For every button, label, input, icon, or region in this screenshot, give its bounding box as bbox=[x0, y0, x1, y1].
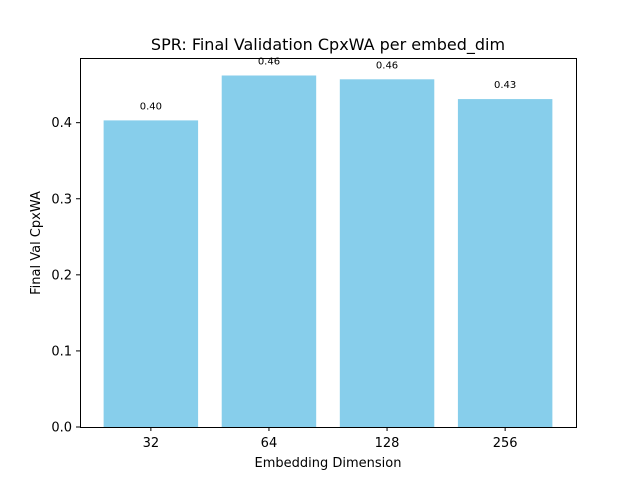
y-tick-label: 0.1 bbox=[51, 344, 72, 359]
data-labels-group: 0.40 0.46 0.46 0.43 bbox=[140, 56, 517, 112]
chart-title: SPR: Final Validation CpxWA per embed_di… bbox=[151, 35, 505, 55]
bar-32 bbox=[103, 120, 199, 427]
plot-frame bbox=[80, 58, 577, 428]
x-tick-label: 128 bbox=[375, 436, 400, 451]
x-axis-label: Embedding Dimension bbox=[255, 456, 402, 471]
x-axis: 32 64 128 256 bbox=[143, 427, 518, 451]
data-label-64: 0.46 bbox=[258, 56, 280, 67]
data-label-32: 0.40 bbox=[140, 101, 162, 112]
y-tick-label: 0.4 bbox=[51, 116, 72, 131]
x-tick-label: 64 bbox=[261, 436, 278, 451]
y-axis-label: Final Val CpxWA bbox=[29, 191, 44, 295]
bar-128 bbox=[339, 79, 435, 427]
data-label-128: 0.46 bbox=[376, 60, 398, 71]
x-tick-label: 32 bbox=[143, 436, 160, 451]
bar-64 bbox=[221, 75, 317, 428]
bars-group bbox=[103, 75, 553, 428]
bar-256 bbox=[457, 99, 553, 427]
y-tick-label: 0.2 bbox=[51, 268, 72, 283]
x-tick-label: 256 bbox=[493, 436, 518, 451]
data-label-256: 0.43 bbox=[494, 80, 516, 91]
y-tick-label: 0.0 bbox=[51, 421, 72, 436]
y-axis: 0.0 0.1 0.2 0.3 0.4 bbox=[51, 116, 80, 436]
y-tick-label: 0.3 bbox=[51, 192, 72, 207]
